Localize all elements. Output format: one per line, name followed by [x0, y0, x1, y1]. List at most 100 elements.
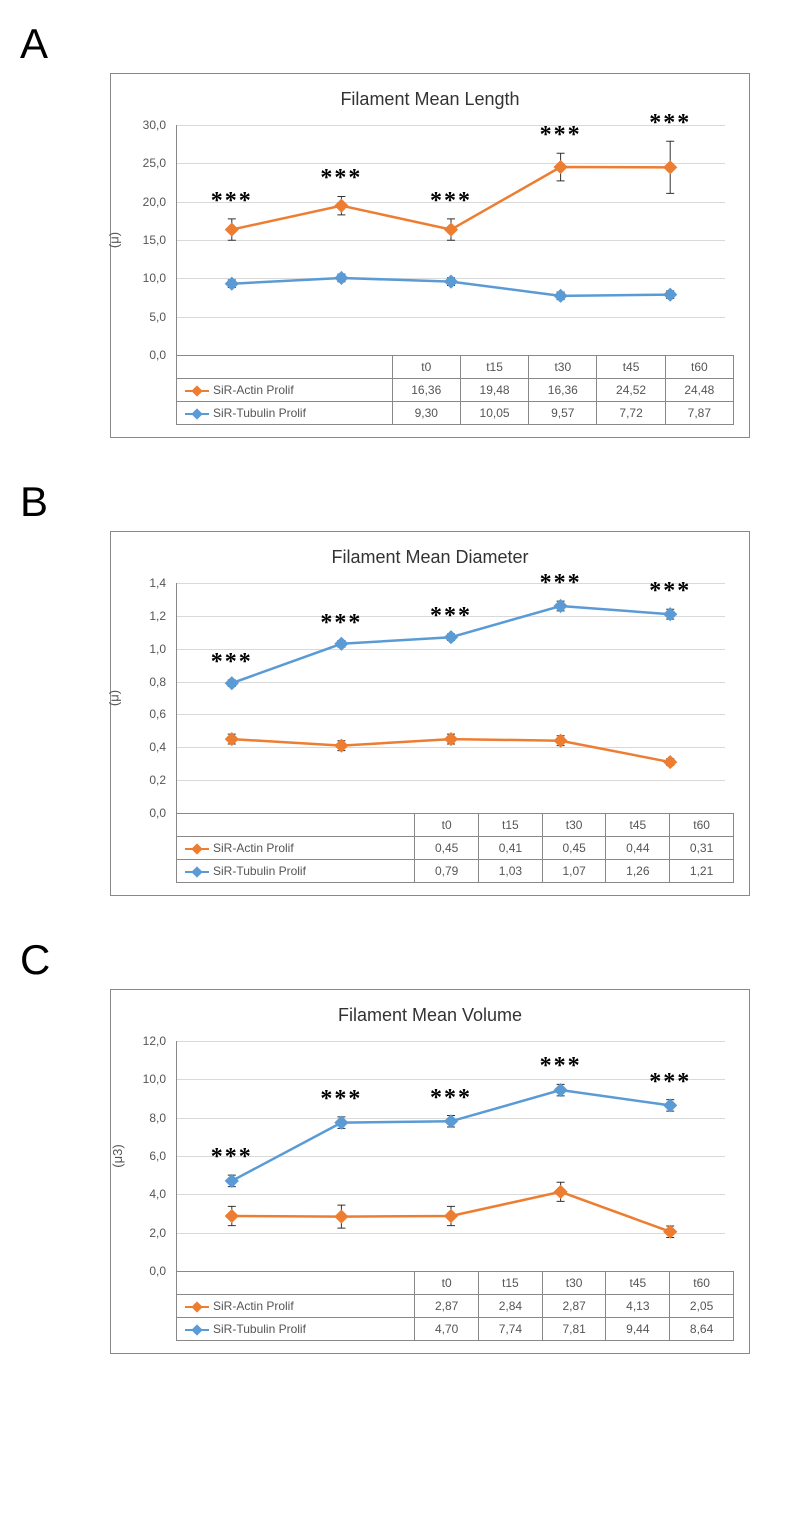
data-marker [444, 1209, 458, 1223]
table-header-empty [177, 356, 393, 379]
table-header: t60 [670, 1272, 734, 1295]
data-marker [444, 732, 458, 746]
table-cell: 7,74 [479, 1318, 543, 1341]
chart-title: Filament Mean Diameter [126, 547, 734, 568]
data-marker [225, 1174, 239, 1188]
table-cell: 2,84 [479, 1295, 543, 1318]
y-tick: 1,2 [131, 609, 166, 623]
table-header: t30 [542, 1272, 606, 1295]
table-cell: 9,57 [529, 402, 597, 425]
table-cell: 9,44 [606, 1318, 670, 1341]
y-tick: 12,0 [131, 1034, 166, 1048]
chart-container: Filament Mean Diameter(μ)0,00,20,40,60,8… [110, 531, 750, 896]
legend-label: SiR-Actin Prolif [213, 841, 294, 855]
table-cell: 2,05 [670, 1295, 734, 1318]
data-marker [553, 1083, 567, 1097]
table-header: t15 [479, 1272, 543, 1295]
legend-label: SiR-Actin Prolif [213, 383, 294, 397]
y-tick: 4,0 [131, 1187, 166, 1201]
y-axis-label: (μ) [107, 690, 122, 706]
table-header: t0 [415, 1272, 479, 1295]
table-cell: 0,45 [542, 837, 606, 860]
table-cell: 0,45 [415, 837, 479, 860]
plot: *************** [176, 583, 725, 814]
y-tick: 0,6 [131, 707, 166, 721]
chart-panel: CFilament Mean Volume(μ3)0,02,04,06,08,0… [20, 936, 778, 1354]
plot: *************** [176, 1041, 725, 1272]
legend-label: SiR-Actin Prolif [213, 1299, 294, 1313]
series-line [232, 606, 670, 683]
chart-container: Filament Mean Volume(μ3)0,02,04,06,08,01… [110, 989, 750, 1354]
chart-title: Filament Mean Volume [126, 1005, 734, 1026]
table-cell: 1,03 [479, 860, 543, 883]
table-header: t45 [597, 356, 665, 379]
table-cell: 7,81 [542, 1318, 606, 1341]
table-cell: 9,30 [392, 402, 460, 425]
data-table: t0t15t30t45t60SiR-Actin Prolif16,3619,48… [176, 355, 734, 425]
chart-svg [177, 583, 725, 813]
table-header: t15 [479, 814, 543, 837]
table-cell: 2,87 [415, 1295, 479, 1318]
data-marker [334, 1209, 348, 1223]
data-marker [225, 223, 239, 237]
table-header: t15 [460, 356, 528, 379]
y-tick: 1,4 [131, 576, 166, 590]
data-marker [334, 199, 348, 213]
legend-cell: SiR-Tubulin Prolif [177, 860, 415, 883]
legend-marker-icon [185, 390, 209, 392]
y-tick: 10,0 [131, 271, 166, 285]
data-marker [225, 277, 239, 291]
y-tick: 0,2 [131, 773, 166, 787]
table-cell: 24,52 [597, 379, 665, 402]
y-tick: 20,0 [131, 195, 166, 209]
table-cell: 16,36 [529, 379, 597, 402]
table-header: t30 [542, 814, 606, 837]
data-marker [444, 275, 458, 289]
data-marker [225, 1209, 239, 1223]
table-cell: 0,31 [670, 837, 734, 860]
panel-label: A [20, 20, 778, 68]
panel-label: C [20, 936, 778, 984]
data-marker [334, 271, 348, 285]
series-line [232, 1090, 670, 1181]
table-cell: 4,13 [606, 1295, 670, 1318]
table-header: t0 [392, 356, 460, 379]
panel-label: B [20, 478, 778, 526]
data-marker [663, 160, 677, 174]
table-header: t60 [665, 356, 733, 379]
table-header: t45 [606, 814, 670, 837]
data-table: t0t15t30t45t60SiR-Actin Prolif0,450,410,… [176, 813, 734, 883]
chart-title: Filament Mean Length [126, 89, 734, 110]
chart-svg [177, 1041, 725, 1271]
table-cell: 16,36 [392, 379, 460, 402]
table-cell: 7,87 [665, 402, 733, 425]
legend-cell: SiR-Actin Prolif [177, 837, 415, 860]
chart-panel: BFilament Mean Diameter(μ)0,00,20,40,60,… [20, 478, 778, 896]
data-marker [225, 676, 239, 690]
legend-marker-icon [185, 413, 209, 415]
legend-cell: SiR-Actin Prolif [177, 379, 393, 402]
data-marker [553, 289, 567, 303]
table-cell: 0,79 [415, 860, 479, 883]
data-marker [334, 1116, 348, 1130]
y-tick: 0,0 [131, 1264, 166, 1278]
legend-cell: SiR-Tubulin Prolif [177, 402, 393, 425]
legend-label: SiR-Tubulin Prolif [213, 864, 306, 878]
y-tick: 0,4 [131, 740, 166, 754]
data-marker [553, 1185, 567, 1199]
y-tick: 25,0 [131, 156, 166, 170]
legend-marker-icon [185, 848, 209, 850]
table-cell: 10,05 [460, 402, 528, 425]
y-tick: 2,0 [131, 1226, 166, 1240]
chart-container: Filament Mean Length(μ)0,05,010,015,020,… [110, 73, 750, 438]
table-cell: 0,44 [606, 837, 670, 860]
legend-label: SiR-Tubulin Prolif [213, 1322, 306, 1336]
data-marker [663, 607, 677, 621]
legend-marker-icon [185, 1329, 209, 1331]
data-marker [663, 1225, 677, 1239]
y-tick: 15,0 [131, 233, 166, 247]
table-cell: 7,72 [597, 402, 665, 425]
data-marker [553, 599, 567, 613]
data-marker [663, 1098, 677, 1112]
table-header: t0 [415, 814, 479, 837]
